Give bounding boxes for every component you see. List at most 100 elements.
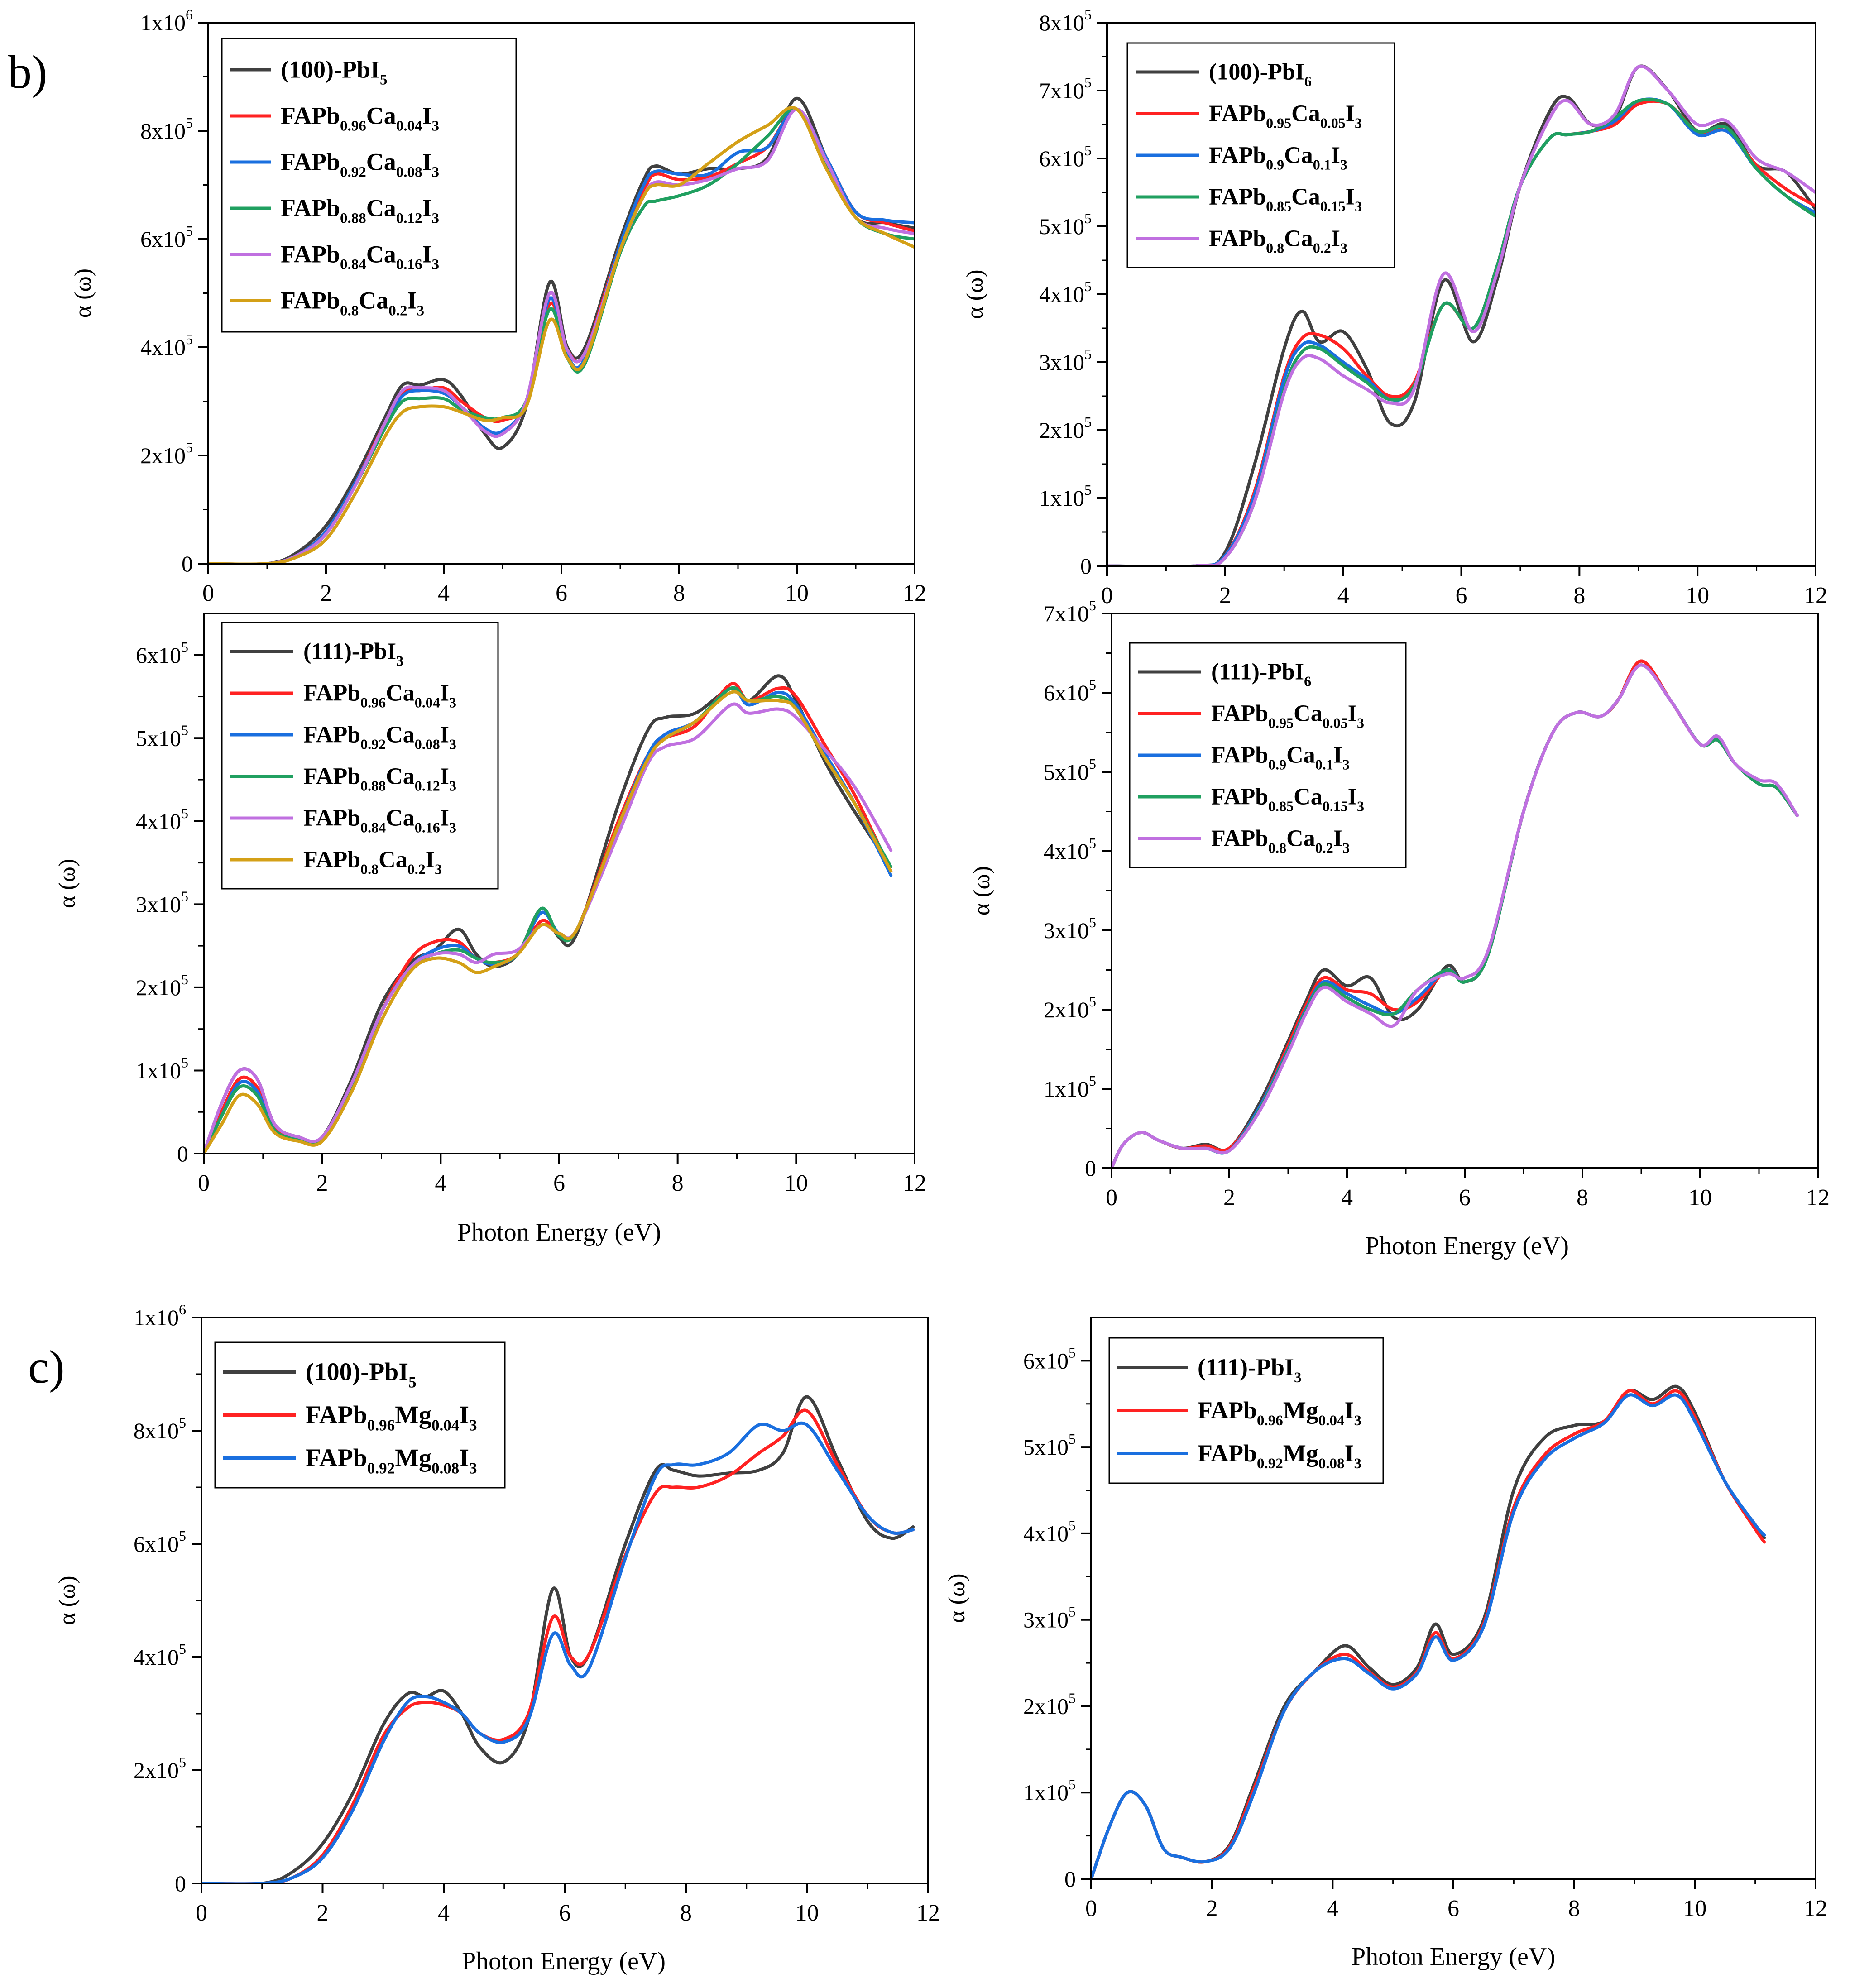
x-tick-label: 6 <box>553 1170 565 1196</box>
legend-label: FAPb0.85​Ca0.15​I3​ <box>1209 184 1362 215</box>
legend-label: FAPb0.84​Ca0.16​I3​ <box>303 805 456 836</box>
legend-label: FAPb0.96​Mg0.04​I3​ <box>306 1401 477 1434</box>
y-tick-label: 4x105 <box>1039 278 1092 307</box>
legend-label: (100)-PbI5​ <box>306 1358 417 1391</box>
y-tick-label: 8x105 <box>1039 6 1092 35</box>
legend: (100)-PbI5​ FAPb0.96​Mg0.04​I3​ FAPb0.92​M… <box>214 1341 506 1489</box>
y-tick-label: 0 <box>182 551 193 576</box>
y-axis-label: α (ω) <box>70 268 96 318</box>
legend-label: (111)-PbI3​ <box>303 639 403 669</box>
y-tick-label: 1x106 <box>140 6 193 35</box>
chart-panel-6: 0 2 4 6 8 10 12 0 1x105 2x105 3x105 4x105 5x105 6x105… <box>944 1317 1827 1971</box>
legend-label: FAPb0.84​Ca0.16​I3​ <box>281 240 439 273</box>
series-line-5 <box>1112 663 1799 1168</box>
legend-label: FAPb0.88​Ca0.12​I3​ <box>303 764 456 794</box>
x-tick-label: 6 <box>556 580 567 606</box>
x-tick-label: 2 <box>320 580 332 606</box>
x-tick-label: 2 <box>317 1900 329 1926</box>
y-tick-label: 6x105 <box>1023 1344 1076 1373</box>
legend-label: FAPb0.9​Ca0.1​I3​ <box>1209 143 1347 173</box>
x-tick-label: 8 <box>1573 583 1585 608</box>
x-tick-label: 12 <box>903 1170 926 1196</box>
x-tick-label: 6 <box>1459 1185 1471 1211</box>
x-tick-label: 12 <box>916 1900 940 1926</box>
legend-label: (111)-PbI3​ <box>1198 1354 1302 1386</box>
y-tick-label: 1x105 <box>1044 1073 1096 1102</box>
chart-panel-5: 0 2 4 6 8 10 12 0 2x105 4x105 6x105 8x105 1x106 α (ω)… <box>54 1301 940 1975</box>
x-tick-label: 0 <box>1106 1185 1117 1211</box>
y-tick-label: 1x105 <box>1023 1776 1076 1805</box>
legend-label: FAPb0.88​Ca0.12​I3​ <box>281 194 439 226</box>
y-tick-label: 3x105 <box>1044 914 1096 943</box>
x-tick-label: 4 <box>435 1170 446 1196</box>
y-tick-label: 2x105 <box>1044 993 1096 1022</box>
series-line-4 <box>204 686 893 1154</box>
x-tick-label: 4 <box>1337 583 1349 608</box>
legend-label: FAPb0.95​Ca0.05​I3​ <box>1211 701 1364 731</box>
y-tick-label: 3x105 <box>136 888 188 917</box>
legend-label: (100)-PbI6​ <box>1209 59 1312 90</box>
y-tick-label: 4x105 <box>140 331 193 360</box>
y-tick-label: 6x105 <box>1044 676 1096 705</box>
legend-label: FAPb0.85​Ca0.15​I3​ <box>1211 784 1364 814</box>
legend-label: FAPb0.8​Ca0.2​I3​ <box>303 847 442 877</box>
x-tick-label: 8 <box>672 1170 684 1196</box>
y-tick-label: 1x106 <box>134 1301 186 1330</box>
series-line-6 <box>204 690 893 1154</box>
x-tick-label: 0 <box>198 1170 210 1196</box>
legend-label: FAPb0.92​Mg0.08​I3​ <box>1198 1440 1361 1472</box>
x-tick-label: 8 <box>1568 1896 1580 1921</box>
y-tick-label: 2x105 <box>136 971 188 1000</box>
x-tick-label: 10 <box>784 1170 808 1196</box>
x-axis-label: Photon Energy (eV) <box>457 1218 661 1246</box>
x-tick-label: 10 <box>1688 1185 1712 1211</box>
x-tick-label: 10 <box>785 580 809 606</box>
series-line-3 <box>201 1421 915 1883</box>
x-tick-label: 2 <box>316 1170 328 1196</box>
series-line-1 <box>1107 64 1816 566</box>
legend-label: (111)-PbI6​ <box>1211 659 1311 690</box>
y-tick-label: 6x105 <box>140 223 193 252</box>
legend: (111)-PbI6​ FAPb0.95​Ca0.05​I3​ FAPb0.9​Ca… <box>1129 642 1407 868</box>
legend: (100)-PbI6​ FAPb0.95​Ca0.05​I3​ FAPb0.9​Ca… <box>1126 42 1395 268</box>
y-tick-label: 7x105 <box>1044 597 1096 626</box>
legend-label: FAPb0.8​Ca0.2​I3​ <box>1209 226 1347 256</box>
series-line-3 <box>1091 1393 1766 1879</box>
y-tick-label: 5x105 <box>1044 756 1096 785</box>
chart-panel-4: 0 2 4 6 8 10 12 0 1x105 2x105 3x105 4x105 5x105 6x105… <box>969 597 1830 1260</box>
y-tick-label: 4x105 <box>136 805 188 834</box>
legend-label: FAPb0.92​Ca0.08​I3​ <box>281 148 439 180</box>
legend-label: FAPb0.96​Mg0.04​I3​ <box>1198 1397 1361 1429</box>
legend: (111)-PbI3​ FAPb0.96​Mg0.04​I3​ FAPb0.92​M… <box>1108 1337 1384 1484</box>
x-tick-label: 10 <box>1683 1896 1706 1921</box>
section-label-c: c) <box>28 1341 65 1393</box>
y-tick-label: 2x105 <box>1039 414 1092 443</box>
y-axis-label: α (ω) <box>54 1576 80 1625</box>
section-label-b: b) <box>8 46 48 98</box>
y-tick-label: 7x105 <box>1039 74 1092 103</box>
y-tick-label: 5x105 <box>1023 1431 1076 1460</box>
y-tick-label: 4x105 <box>134 1641 186 1670</box>
x-tick-label: 2 <box>1219 583 1231 608</box>
x-tick-label: 4 <box>438 580 450 606</box>
y-tick-label: 2x105 <box>140 439 193 468</box>
legend-label: FAPb0.9​Ca0.1​I3​ <box>1211 743 1350 773</box>
x-tick-label: 8 <box>673 580 685 606</box>
y-tick-label: 0 <box>1064 1866 1076 1892</box>
y-tick-label: 8x105 <box>140 115 193 144</box>
y-tick-label: 2x105 <box>1023 1690 1076 1719</box>
y-tick-label: 5x105 <box>1039 210 1092 239</box>
y-tick-label: 4x105 <box>1023 1517 1076 1546</box>
legend-label: FAPb0.92​Ca0.08​I3​ <box>303 722 456 752</box>
x-tick-label: 12 <box>903 580 926 606</box>
legend: (111)-PbI3​ FAPb0.96​Ca0.04​I3​ FAPb0.92​C… <box>221 622 499 890</box>
y-axis-label: α (ω) <box>54 859 80 908</box>
legend: (100)-PbI5​ FAPb0.96​Ca0.04​I3​ FAPb0.92​C… <box>221 38 517 333</box>
x-tick-label: 6 <box>559 1900 571 1926</box>
x-tick-label: 4 <box>1327 1896 1338 1921</box>
y-axis-label: α (ω) <box>962 269 988 319</box>
x-tick-label: 4 <box>1341 1185 1353 1211</box>
y-tick-label: 3x105 <box>1039 346 1092 375</box>
x-tick-label: 6 <box>1456 583 1467 608</box>
